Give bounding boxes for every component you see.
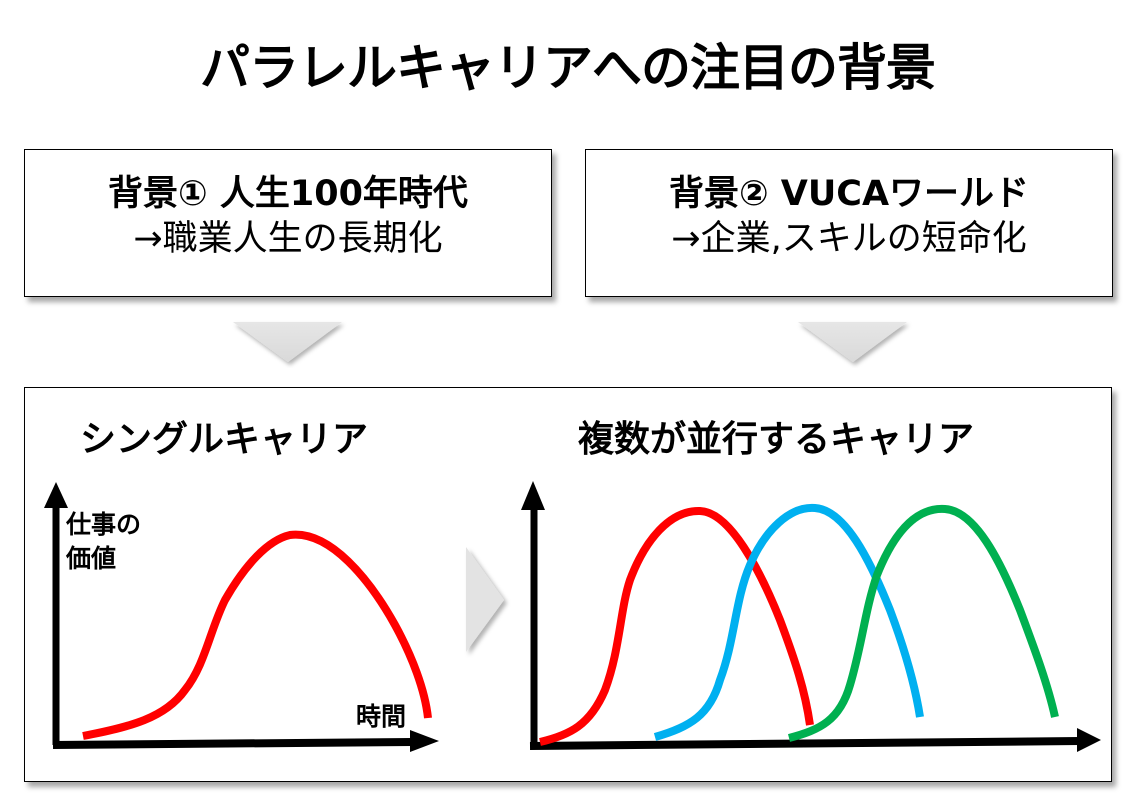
down-chevron-icon xyxy=(798,322,907,362)
parallel-career-title: 複数が並行するキャリア xyxy=(578,419,975,460)
y-axis-label: 仕事の 価値 xyxy=(66,508,141,576)
down-chevron-icon xyxy=(233,322,342,362)
background-1-detail: →職業人生の長期化 xyxy=(133,219,443,259)
parallel-career-x-axis-arrow-icon xyxy=(529,728,1101,752)
background-2-box: 背景② VUCAワールド →企業,スキルの短命化 xyxy=(585,149,1113,297)
single-career-curve xyxy=(82,530,432,740)
parallel-career-curve-2 xyxy=(653,503,924,741)
y-axis-label-line2: 価値 xyxy=(66,544,117,573)
background-2-detail: →企業,スキルの短命化 xyxy=(671,219,1027,259)
parallel-career-curve-1 xyxy=(539,506,814,746)
single-career-y-axis-arrow-icon xyxy=(44,482,68,745)
background-1-heading: 背景① 人生100年時代 xyxy=(108,174,468,214)
background-1-box: 背景① 人生100年時代 →職業人生の長期化 xyxy=(24,149,552,297)
single-career-x-axis-arrow-icon xyxy=(52,730,439,752)
single-career-title: シングルキャリア xyxy=(80,419,369,460)
parallel-career-curve-3 xyxy=(787,504,1059,742)
right-chevron-icon xyxy=(466,547,504,652)
parallel-career-y-axis-arrow-icon xyxy=(521,481,545,748)
y-axis-label-line1: 仕事の xyxy=(66,510,142,539)
career-comparison-panel xyxy=(24,387,1112,782)
background-2-heading: 背景② VUCAワールド xyxy=(668,174,1030,214)
x-axis-label: 時間 xyxy=(356,702,407,731)
page-title: パラレルキャリアへの注目の背景 xyxy=(200,39,936,97)
